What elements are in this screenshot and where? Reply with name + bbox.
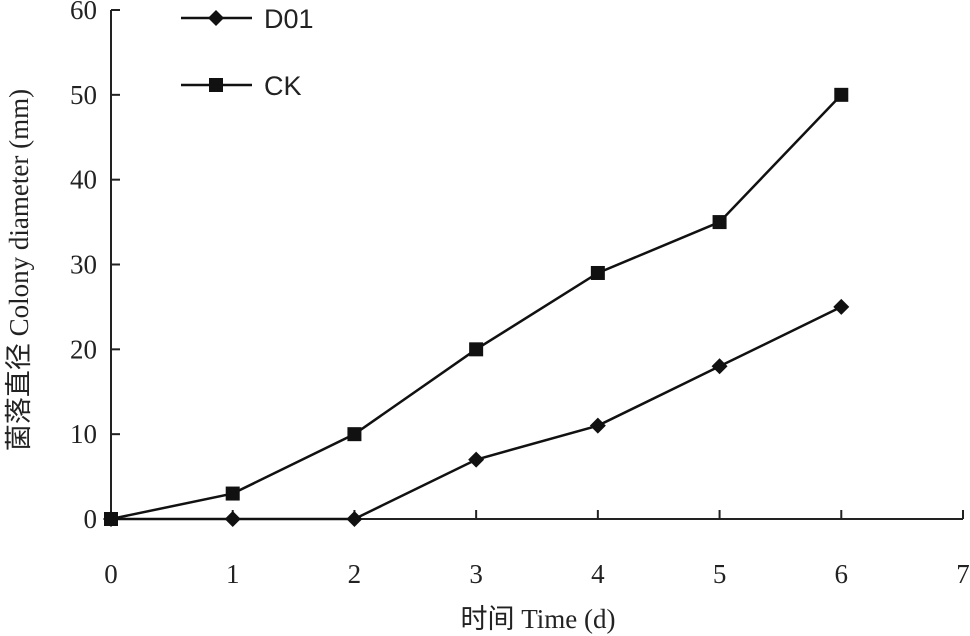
x-tick-label: 2 [348, 559, 362, 589]
y-tick-label: 30 [70, 250, 97, 280]
x-tick-label: 0 [104, 559, 118, 589]
x-tick-label: 5 [713, 559, 727, 589]
x-tick-label: 3 [469, 559, 483, 589]
data-point-d01 [468, 451, 485, 468]
data-point-d01 [711, 358, 728, 375]
y-tick-label: 50 [70, 80, 97, 110]
y-tick-label: 40 [70, 165, 97, 195]
data-point-ck [469, 342, 484, 357]
data-point-d01 [224, 511, 241, 527]
data-point-ck [104, 512, 118, 526]
legend-item-ck: CK [181, 71, 302, 101]
x-tick-label: 6 [835, 559, 849, 589]
x-axis-title: 时间 Time (d) [460, 604, 615, 634]
data-point-d01 [589, 417, 606, 434]
y-tick-label: 10 [70, 419, 97, 449]
series-d01 [103, 298, 850, 527]
data-point-d01 [346, 511, 363, 527]
legend-marker-ck [209, 78, 223, 92]
legend-label-ck: CK [264, 71, 302, 101]
data-point-ck [347, 427, 362, 442]
x-tick-label: 7 [956, 559, 970, 589]
series-line-d01 [111, 305, 842, 521]
data-point-ck [712, 215, 727, 230]
y-axis-title: 菌落直径 Colony diameter (mm) [4, 89, 34, 451]
legend: D01 CK [181, 4, 314, 101]
data-point-ck [225, 486, 240, 501]
data-point-d01 [833, 298, 850, 315]
x-tick-label: 1 [226, 559, 240, 589]
legend-item-d01: D01 [181, 4, 314, 34]
legend-marker-d01 [208, 10, 224, 26]
series-layer [103, 87, 850, 527]
x-tick-label: 4 [591, 559, 605, 589]
y-tick-label: 60 [70, 0, 97, 25]
data-point-ck [590, 265, 605, 280]
y-tick-label: 20 [70, 334, 97, 364]
legend-label-d01: D01 [264, 4, 314, 34]
data-point-ck [834, 87, 849, 102]
y-tick-label: 0 [84, 504, 98, 534]
series-ck [104, 87, 849, 526]
